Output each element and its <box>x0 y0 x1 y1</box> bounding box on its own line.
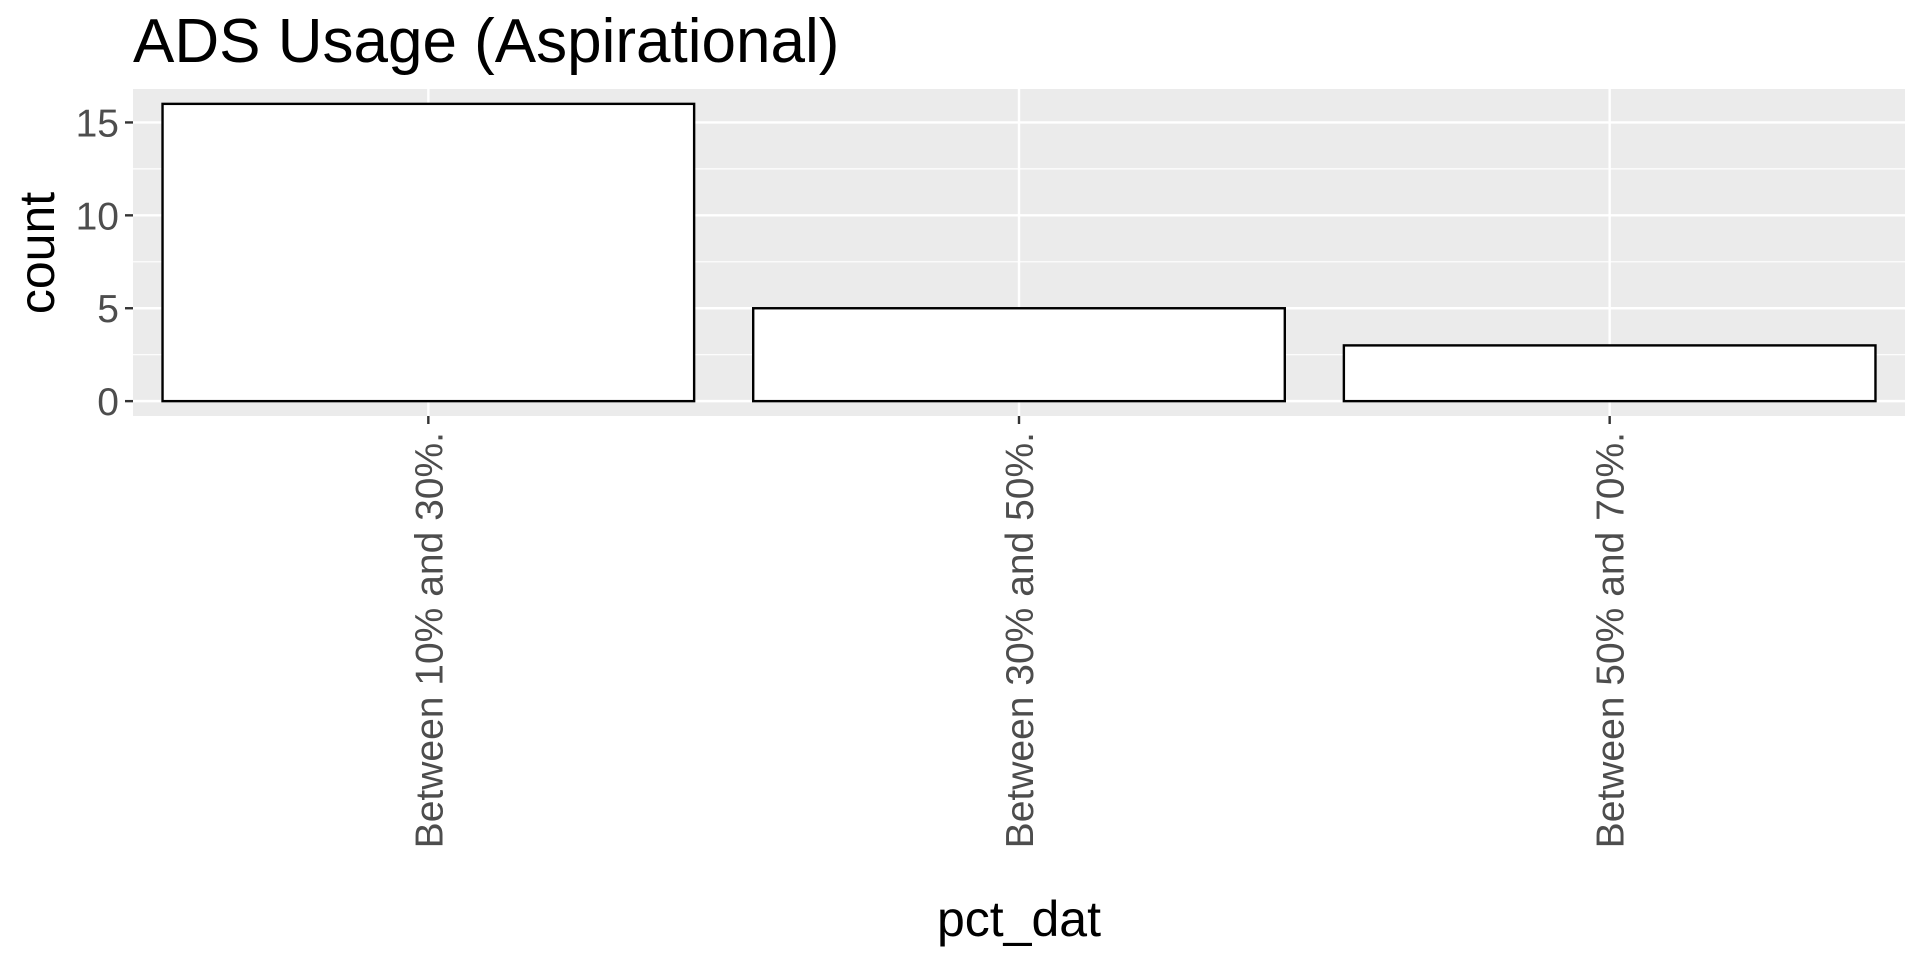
bar <box>752 307 1286 403</box>
y-tick-label: 10 <box>76 195 119 238</box>
x-tick-label: Between 10% and 30%. <box>408 432 451 848</box>
y-tick-label: 5 <box>97 288 119 331</box>
bar <box>1342 344 1877 403</box>
y-tick-label: 15 <box>76 102 119 145</box>
x-tick-label: Between 50% and 70%. <box>1590 432 1633 848</box>
axes: 0 5 10 15 Between 10% and 30%. Between 30% an… <box>76 102 1633 848</box>
bar <box>161 102 696 403</box>
y-tick-label: 0 <box>97 381 119 424</box>
x-tick-label: Between 30% and 50%. <box>999 432 1042 848</box>
y-axis-title: count <box>9 192 65 314</box>
x-axis-title: pct_dat <box>937 891 1101 947</box>
bars <box>161 102 1877 403</box>
chart-title: ADS Usage (Aspirational) <box>133 7 839 76</box>
